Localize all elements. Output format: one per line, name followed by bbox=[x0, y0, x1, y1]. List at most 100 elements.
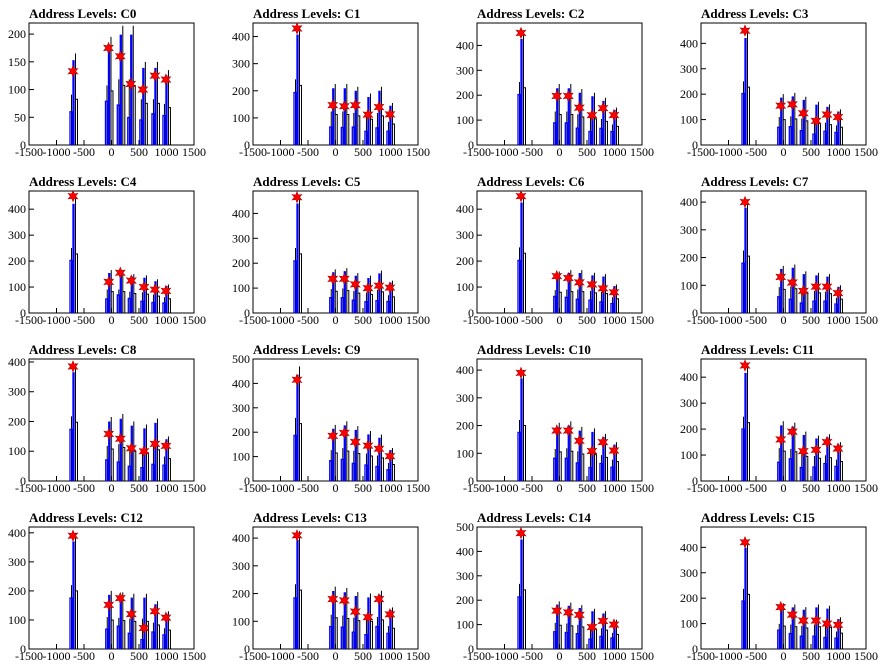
histogram-spike bbox=[812, 438, 818, 481]
x-tick-label: 1500 bbox=[630, 649, 654, 663]
histogram-spike bbox=[517, 202, 523, 313]
peak-marker bbox=[786, 276, 798, 289]
panel-title: Address Levels: C12 bbox=[29, 510, 143, 525]
panel-c2: Address Levels: C2 0 100 200 300 400 -1500 -100… bbox=[456, 6, 654, 159]
peak-marker bbox=[586, 620, 598, 634]
histogram-spike bbox=[105, 421, 111, 481]
x-tick-label: 0 bbox=[781, 649, 787, 663]
peak-marker bbox=[103, 275, 115, 289]
histogram-spike bbox=[127, 597, 133, 649]
x-tick-label: 1000 bbox=[155, 649, 179, 663]
x-tick-label: 0 bbox=[109, 649, 115, 663]
peak-marker bbox=[821, 435, 833, 449]
x-tick-label: 0 bbox=[333, 649, 339, 663]
histogram-spike bbox=[741, 547, 747, 649]
peak-marker bbox=[291, 528, 303, 542]
histogram-spike bbox=[575, 92, 581, 145]
peak-marker bbox=[551, 269, 563, 283]
x-tick-label: 1000 bbox=[155, 481, 179, 495]
x-tick-label: 1500 bbox=[182, 145, 206, 159]
peak-marker bbox=[551, 89, 563, 103]
peak-marker bbox=[562, 271, 574, 285]
y-tick-label: 100 bbox=[680, 113, 698, 127]
x-tick-label: 1000 bbox=[379, 649, 403, 663]
y-tick-label: 300 bbox=[8, 555, 26, 569]
peak-marker bbox=[362, 281, 374, 295]
x-tick-label: 500 bbox=[354, 481, 372, 495]
y-tick-label: 100 bbox=[232, 450, 250, 464]
peak-marker bbox=[160, 439, 172, 453]
y-tick-label: 400 bbox=[232, 206, 250, 220]
x-tick-label: -500 bbox=[745, 145, 767, 159]
peak-marker bbox=[551, 424, 563, 437]
x-tick-label: 0 bbox=[557, 145, 563, 159]
histogram-spike bbox=[553, 604, 559, 649]
histogram-spike bbox=[799, 434, 805, 481]
histogram-spike bbox=[329, 590, 335, 649]
y-tick-label: 400 bbox=[680, 36, 698, 50]
x-tick-label: 1000 bbox=[827, 481, 851, 495]
y-tick-label: 200 bbox=[680, 251, 698, 265]
histogram-spike bbox=[375, 273, 381, 313]
x-tick-label: 500 bbox=[354, 145, 372, 159]
x-tick-label: 500 bbox=[802, 313, 820, 327]
y-tick-label: 300 bbox=[456, 228, 474, 242]
histogram-spike bbox=[151, 422, 157, 481]
x-tick-label: 0 bbox=[781, 145, 787, 159]
x-tick-label: 0 bbox=[333, 145, 339, 159]
y-tick-label: 100 bbox=[680, 448, 698, 462]
peak-marker bbox=[160, 284, 172, 298]
x-tick-label: 500 bbox=[578, 145, 596, 159]
peak-marker bbox=[384, 449, 396, 463]
y-tick-label: 0 bbox=[20, 474, 26, 488]
histogram-spike bbox=[599, 276, 605, 313]
y-tick-label: 200 bbox=[456, 593, 474, 607]
histogram-spike bbox=[599, 100, 605, 145]
x-tick-label: 1000 bbox=[379, 481, 403, 495]
peak-marker bbox=[137, 83, 149, 96]
y-tick-label: 200 bbox=[8, 254, 26, 268]
y-tick-label: 400 bbox=[232, 531, 250, 545]
x-tick-label: 1500 bbox=[854, 649, 878, 663]
x-tick-label: 1500 bbox=[182, 313, 206, 327]
y-tick-label: 400 bbox=[680, 370, 698, 384]
peak-marker bbox=[291, 22, 303, 35]
x-tick-label: 1000 bbox=[155, 313, 179, 327]
y-tick-label: 300 bbox=[232, 559, 250, 573]
peak-marker bbox=[832, 442, 844, 455]
peak-marker bbox=[562, 89, 574, 103]
peak-marker bbox=[597, 614, 609, 628]
x-tick-label: 500 bbox=[354, 649, 372, 663]
x-tick-label: -1000 bbox=[43, 313, 71, 327]
y-tick-label: 200 bbox=[8, 584, 26, 598]
peak-marker bbox=[327, 429, 339, 443]
x-tick-label: 1500 bbox=[630, 481, 654, 495]
x-tick-label: 500 bbox=[578, 649, 596, 663]
panel-title: Address Levels: C2 bbox=[477, 6, 584, 21]
histogram-spike bbox=[127, 34, 133, 145]
peak-marker bbox=[338, 426, 350, 440]
histogram-spike bbox=[575, 607, 581, 649]
y-tick-label: 0 bbox=[20, 642, 26, 656]
y-tick-label: 100 bbox=[456, 618, 474, 632]
peak-marker bbox=[775, 433, 787, 446]
y-tick-label: 400 bbox=[456, 38, 474, 52]
y-tick-label: 200 bbox=[232, 587, 250, 601]
histogram-spike bbox=[777, 97, 783, 145]
panel-title: Address Levels: C6 bbox=[477, 174, 585, 189]
histogram-spike bbox=[799, 99, 805, 145]
x-tick-label: 500 bbox=[578, 313, 596, 327]
panel-title: Address Levels: C1 bbox=[253, 6, 360, 21]
peak-marker bbox=[114, 591, 126, 605]
histogram-spike bbox=[105, 272, 111, 313]
histogram-spike bbox=[375, 437, 381, 481]
x-tick-label: -1500 bbox=[239, 649, 267, 663]
y-tick-label: 0 bbox=[692, 642, 698, 656]
y-tick-label: 100 bbox=[680, 278, 698, 292]
peak-marker bbox=[160, 611, 172, 624]
panel-title: Address Levels: C10 bbox=[477, 342, 591, 357]
peak-marker bbox=[149, 69, 161, 82]
x-tick-label: -1500 bbox=[15, 649, 43, 663]
histogram-spike bbox=[364, 277, 370, 313]
y-tick-label: 0 bbox=[692, 474, 698, 488]
